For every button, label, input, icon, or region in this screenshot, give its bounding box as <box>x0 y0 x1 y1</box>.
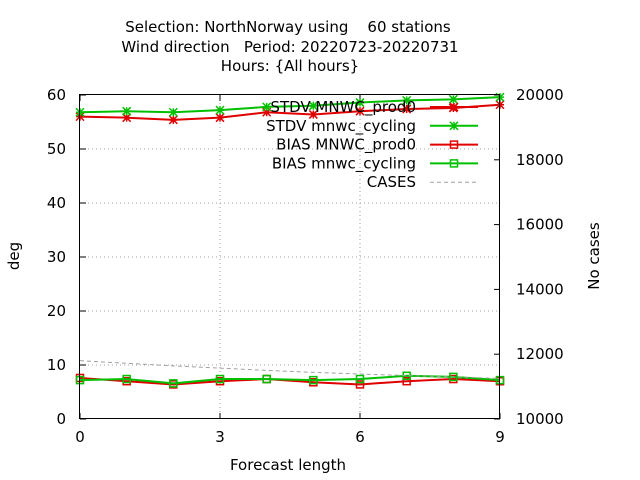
y2-axis-label: No cases <box>585 222 603 290</box>
legend-swatch-marker <box>449 121 459 131</box>
y2-tick-label: 18000 <box>516 151 564 169</box>
legend-label: STDV MNWC_prod0 <box>270 98 416 117</box>
y2-tick-label: 20000 <box>516 86 564 104</box>
legend-label: STDV mnwc_cycling <box>266 117 416 136</box>
data-point <box>215 113 225 123</box>
series-line <box>79 376 501 386</box>
data-point <box>122 106 132 116</box>
y-tick-label: 20 <box>47 302 66 320</box>
y2-tick-label: 16000 <box>516 216 564 234</box>
data-point <box>355 374 365 384</box>
legend-swatch-marker <box>449 102 459 112</box>
y-tick-label: 30 <box>47 248 66 266</box>
legend-label: BIAS mnwc_cycling <box>272 154 416 173</box>
y-tick-label: 40 <box>47 194 66 212</box>
legend-label: CASES <box>367 173 416 191</box>
data-point <box>355 98 365 108</box>
data-point <box>402 376 411 386</box>
legend-label: BIAS MNWC_prod0 <box>276 136 416 155</box>
data-point <box>448 94 458 104</box>
y-tick-label: 50 <box>47 140 66 158</box>
data-point <box>122 113 132 123</box>
title-line-1: Selection: NorthNorway using 60 stations <box>125 18 451 36</box>
data-point <box>309 375 318 385</box>
data-point <box>215 374 225 384</box>
data-point <box>355 106 365 116</box>
title-line-3: Hours: {All hours} <box>221 57 359 75</box>
legend-swatch-marker <box>449 159 459 168</box>
data-point <box>169 379 178 388</box>
title-line-2: Wind direction Period: 20220723-20220731 <box>121 38 458 56</box>
legend-item: CASES <box>367 173 478 191</box>
data-point <box>449 372 458 382</box>
data-point <box>168 107 178 117</box>
data-point <box>262 102 272 112</box>
series-line <box>79 96 501 114</box>
legend-item: BIAS mnwc_cycling <box>272 154 478 173</box>
plot-frame <box>79 94 500 419</box>
y-tick-label: 10 <box>47 356 66 374</box>
y2-tick-label: 12000 <box>516 345 564 363</box>
series-line <box>79 360 501 379</box>
data-point <box>355 380 365 389</box>
data-point <box>262 374 271 384</box>
x-tick-label: 6 <box>355 428 365 446</box>
data-point <box>122 374 131 384</box>
legend-item: STDV mnwc_cycling <box>266 117 478 136</box>
y-axis-label: deg <box>5 242 23 270</box>
chart-title: Selection: NorthNorway using 60 stations… <box>121 18 458 75</box>
y-tick-label: 60 <box>47 86 66 104</box>
axis-ticks: 0 3 6 9 0 10 20 30 40 50 60 10000 12000 14000 16000 180… <box>47 86 564 446</box>
legend-item: STDV MNWC_prod0 <box>270 98 478 117</box>
data-point <box>308 101 318 111</box>
plot-series <box>75 92 505 389</box>
y-tick-label: 0 <box>56 410 66 428</box>
data-point <box>215 105 225 115</box>
legend-swatch-marker <box>449 140 459 149</box>
x-tick-label: 3 <box>215 428 225 446</box>
data-point <box>168 115 178 125</box>
data-point <box>308 109 318 119</box>
x-tick-label: 0 <box>75 428 85 446</box>
data-point <box>262 107 272 117</box>
legend-item: BIAS MNWC_prod0 <box>276 136 478 155</box>
y2-tick-label: 14000 <box>516 280 564 298</box>
x-axis-label: Forecast length <box>230 456 346 474</box>
series-line <box>79 103 501 121</box>
data-point <box>402 104 412 114</box>
data-point <box>402 95 412 105</box>
series-cases <box>79 360 501 379</box>
x-tick-label: 9 <box>495 428 505 446</box>
y2-tick-label: 10000 <box>516 410 564 428</box>
